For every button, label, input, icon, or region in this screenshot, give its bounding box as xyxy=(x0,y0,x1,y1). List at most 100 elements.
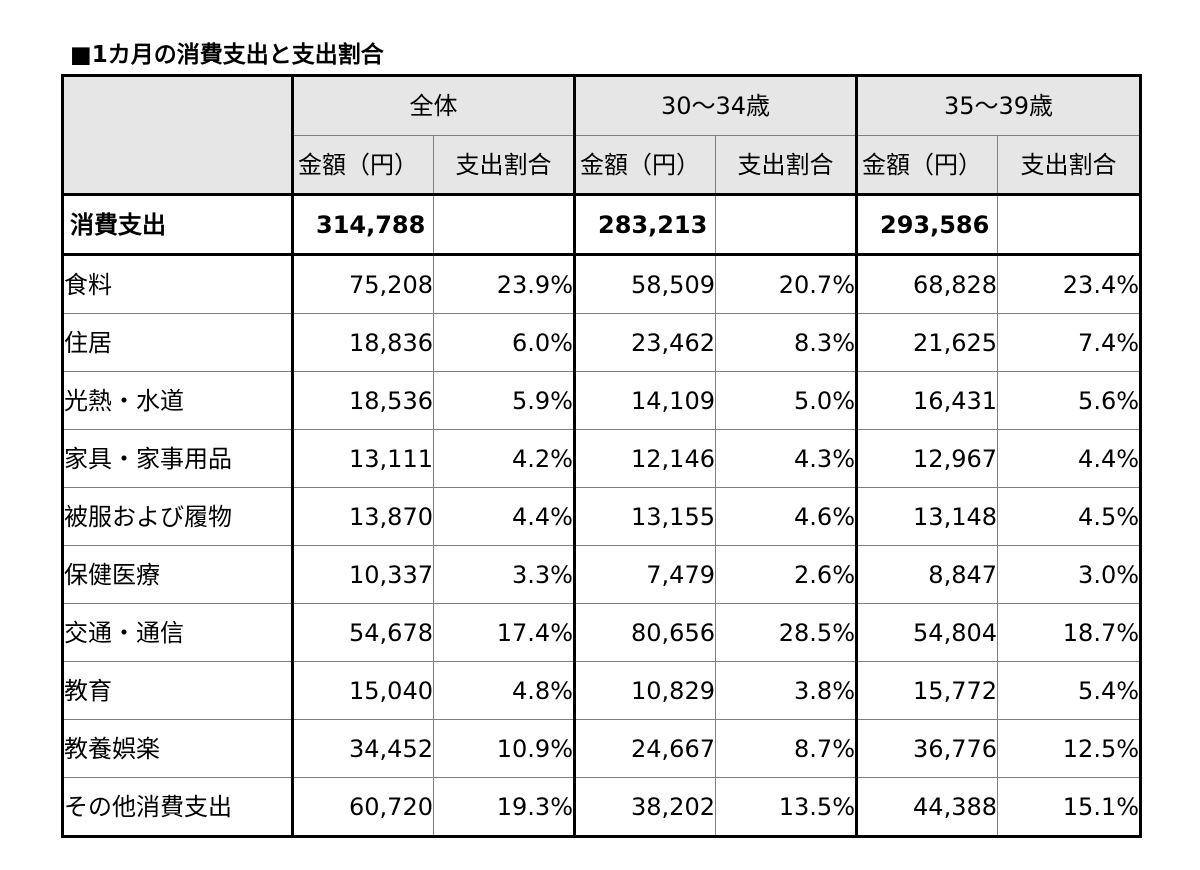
table-row: 食料 75,208 23.9% 58,509 20.7% 68,828 23.4% xyxy=(62,254,1142,314)
category-label: 保健医療 xyxy=(62,545,294,604)
amount-cell: 10,829 xyxy=(574,661,716,720)
category-label: 食料 xyxy=(62,254,294,314)
amount-cell: 12,146 xyxy=(574,429,716,488)
amount-cell: 44,388 xyxy=(856,777,999,837)
ratio-cell: 5.4% xyxy=(997,661,1142,720)
amount-cell: 7,479 xyxy=(574,545,716,604)
ratio-cell: 5.6% xyxy=(997,371,1142,430)
amount-cell: 18,836 xyxy=(292,313,434,372)
table-row: 家具・家事用品 13,111 4.2% 12,146 4.3% 12,967 4.4% xyxy=(62,429,1142,488)
amount-cell: 18,536 xyxy=(292,371,434,430)
amount-cell: 10,337 xyxy=(292,545,434,604)
amount-cell: 24,667 xyxy=(574,719,716,778)
amount-cell: 54,678 xyxy=(292,603,434,662)
ratio-cell: 4.6% xyxy=(714,487,859,546)
ratio-cell: 5.9% xyxy=(433,371,576,430)
amount-header: 金額（円） xyxy=(856,135,999,196)
ratio-cell: 28.5% xyxy=(714,603,859,662)
amount-cell: 58,509 xyxy=(574,254,716,314)
table-row: その他消費支出 60,720 19.3% 38,202 13.5% 44,388 15.1% xyxy=(62,777,1142,837)
amount-cell: 34,452 xyxy=(292,719,434,778)
category-label: 光熱・水道 xyxy=(62,371,294,430)
amount-cell: 13,111 xyxy=(292,429,434,488)
ratio-cell: 3.8% xyxy=(714,661,859,720)
ratio-cell: 13.5% xyxy=(714,777,859,837)
category-label: 家具・家事用品 xyxy=(62,429,294,488)
item-rows: 食料 75,208 23.9% 58,509 20.7% 68,828 23.4% 住居 18,… xyxy=(62,254,1142,837)
total-ratio-empty xyxy=(714,194,859,256)
table-row: 教養娯楽 34,452 10.9% 24,667 8.7% 36,776 12.5% xyxy=(62,719,1142,778)
total-amount: 293,586 xyxy=(856,194,999,256)
ratio-cell: 23.9% xyxy=(433,254,576,314)
ratio-cell: 3.3% xyxy=(433,545,576,604)
ratio-cell: 8.3% xyxy=(714,313,859,372)
ratio-cell: 8.7% xyxy=(714,719,859,778)
table-row: 住居 18,836 6.0% 23,462 8.3% 21,625 7.4% xyxy=(62,313,1142,372)
total-label: 消費支出 xyxy=(62,194,294,256)
amount-cell: 60,720 xyxy=(292,777,434,837)
table-row: 保健医療 10,337 3.3% 7,479 2.6% 8,847 3.0% xyxy=(62,545,1142,604)
ratio-cell: 4.4% xyxy=(433,487,576,546)
table-row: 教育 15,040 4.8% 10,829 3.8% 15,772 5.4% xyxy=(62,661,1142,720)
table-title: ■1カ月の消費支出と支出割合 xyxy=(70,42,384,68)
ratio-cell: 3.0% xyxy=(997,545,1142,604)
amount-cell: 68,828 xyxy=(856,254,999,314)
table-row: 被服および履物 13,870 4.4% 13,155 4.6% 13,148 4.5% xyxy=(62,487,1142,546)
ratio-cell: 12.5% xyxy=(997,719,1142,778)
ratio-cell: 4.4% xyxy=(997,429,1142,488)
ratio-cell: 4.8% xyxy=(433,661,576,720)
category-label: 教養娯楽 xyxy=(62,719,294,778)
ratio-cell: 18.7% xyxy=(997,603,1142,662)
amount-header: 金額（円） xyxy=(292,135,434,196)
amount-cell: 14,109 xyxy=(574,371,716,430)
amount-cell: 15,772 xyxy=(856,661,999,720)
ratio-header: 支出割合 xyxy=(433,135,576,196)
ratio-cell: 7.4% xyxy=(997,313,1142,372)
ratio-cell: 4.5% xyxy=(997,487,1142,546)
total-ratio-empty xyxy=(997,194,1142,256)
amount-cell: 38,202 xyxy=(574,777,716,837)
ratio-cell: 23.4% xyxy=(997,254,1142,314)
group-header: 全体 xyxy=(292,75,576,136)
amount-cell: 12,967 xyxy=(856,429,999,488)
amount-cell: 23,462 xyxy=(574,313,716,372)
amount-cell: 13,870 xyxy=(292,487,434,546)
ratio-cell: 17.4% xyxy=(433,603,576,662)
table-row: 光熱・水道 18,536 5.9% 14,109 5.0% 16,431 5.6% xyxy=(62,371,1142,430)
spending-table: 全体 30〜34歳 35〜39歳 金額（円） 支出割合 金額（円） 支出割合 金… xyxy=(61,74,1143,838)
ratio-cell: 20.7% xyxy=(714,254,859,314)
ratio-cell: 5.0% xyxy=(714,371,859,430)
category-label: 教育 xyxy=(62,661,294,720)
amount-cell: 13,155 xyxy=(574,487,716,546)
category-label: 被服および履物 xyxy=(62,487,294,546)
category-label: 交通・通信 xyxy=(62,603,294,662)
category-label: 住居 xyxy=(62,313,294,372)
ratio-header: 支出割合 xyxy=(997,135,1142,196)
total-ratio-empty xyxy=(433,194,576,256)
amount-cell: 8,847 xyxy=(856,545,999,604)
ratio-cell: 4.2% xyxy=(433,429,576,488)
amount-cell: 80,656 xyxy=(574,603,716,662)
group-header: 30〜34歳 xyxy=(573,75,859,136)
amount-cell: 13,148 xyxy=(856,487,999,546)
total-amount: 283,213 xyxy=(574,194,716,256)
ratio-cell: 2.6% xyxy=(714,545,859,604)
category-label: その他消費支出 xyxy=(62,777,294,837)
total-row: 消費支出 314,788 283,213 293,586 xyxy=(62,194,1142,256)
amount-cell: 21,625 xyxy=(856,313,999,372)
ratio-cell: 6.0% xyxy=(433,313,576,372)
group-header: 35〜39歳 xyxy=(856,75,1142,136)
table-row: 交通・通信 54,678 17.4% 80,656 28.5% 54,804 18.7% xyxy=(62,603,1142,662)
amount-cell: 54,804 xyxy=(856,603,999,662)
ratio-cell: 15.1% xyxy=(997,777,1142,837)
ratio-cell: 10.9% xyxy=(433,719,576,778)
ratio-cell: 19.3% xyxy=(433,777,576,837)
amount-cell: 36,776 xyxy=(856,719,999,778)
total-amount: 314,788 xyxy=(292,194,434,256)
ratio-header: 支出割合 xyxy=(714,135,859,196)
header-corner xyxy=(62,75,294,196)
amount-header: 金額（円） xyxy=(574,135,716,196)
amount-cell: 16,431 xyxy=(856,371,999,430)
amount-cell: 15,040 xyxy=(292,661,434,720)
ratio-cell: 4.3% xyxy=(714,429,859,488)
